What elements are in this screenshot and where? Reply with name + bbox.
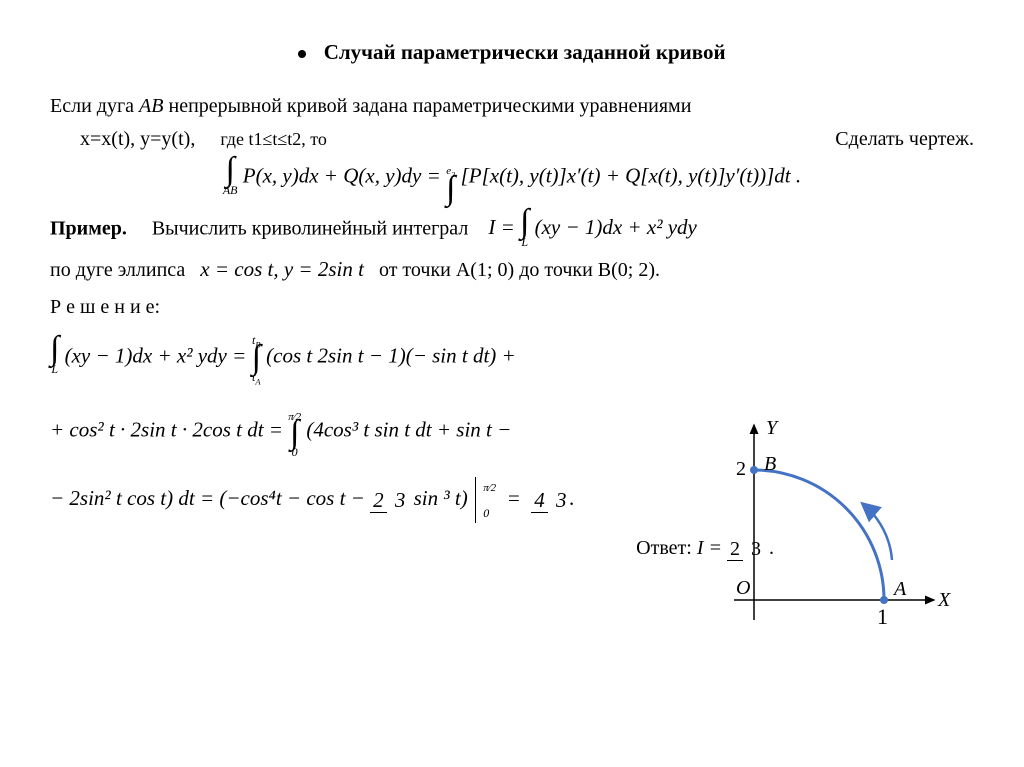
label-2: 2 bbox=[736, 458, 746, 480]
main-formula: ∫ AB P(x, y)dx + Q(x, y)dy = e2 ∫ [P[x(t… bbox=[50, 159, 974, 197]
integral-sub-L: L bbox=[521, 235, 528, 249]
title-text: Случай параметрически заданной кривой bbox=[324, 40, 726, 64]
ellipse-c: от точки A(1; 0) до точки B(0; 2). bbox=[379, 259, 660, 281]
param-eqs: x=x(t), y=y(t), bbox=[80, 128, 195, 150]
ellipse-arc bbox=[754, 470, 884, 600]
sol2-b: (4cos³ t sin t dt + sin t − bbox=[306, 418, 511, 442]
sol-line-1: ∫ L (xy − 1)dx + x² ydy = tB ∫ tA (cos t… bbox=[50, 329, 974, 386]
I-eq: I = bbox=[488, 215, 520, 239]
integrand-1: (xy − 1)dx + x² ydy bbox=[535, 215, 697, 239]
sol3-a: − 2sin² t cos t) dt = (−cos⁴t − cos t − bbox=[50, 486, 365, 510]
int4-sub-L: L bbox=[51, 362, 58, 376]
sol2-a: + cos² t · 2sin t · 2cos t dt = bbox=[50, 418, 283, 442]
point-A bbox=[880, 596, 888, 604]
frac-4-3: 4 3 bbox=[531, 489, 569, 511]
label-O: O bbox=[736, 577, 750, 599]
solution-label: Р е ш е н и е: bbox=[50, 294, 974, 321]
label-B: B bbox=[764, 453, 776, 475]
lim-tA-A: A bbox=[255, 377, 260, 386]
param-line: x=x(t), y=y(t), где t1≤t≤t2, то Сделать … bbox=[50, 126, 974, 153]
param-cond: где t1≤t≤t2, то bbox=[220, 129, 327, 149]
label-1: 1 bbox=[877, 604, 888, 629]
formula-right: [P[x(t), y(t)]x′(t) + Q[x(t), y(t)]y′(t)… bbox=[461, 164, 802, 188]
section-title: Случай параметрически заданной кривой bbox=[50, 40, 974, 65]
sol1-a: (xy − 1)dx + x² ydy = bbox=[65, 343, 247, 367]
frac-2-3: 2 3 bbox=[370, 489, 408, 511]
label-A: A bbox=[892, 578, 907, 600]
f2d: 3 bbox=[553, 488, 570, 512]
ellipse-eq: x = cos t, y = 2sin t bbox=[200, 257, 364, 281]
intro-ab: AB bbox=[139, 95, 163, 117]
f2n: 4 bbox=[531, 488, 548, 513]
answer-label: Ответ: bbox=[636, 537, 692, 559]
bullet-icon bbox=[298, 50, 306, 58]
formula-left: P(x, y)dx + Q(x, y)dy = bbox=[243, 164, 446, 188]
direction-arrow bbox=[864, 505, 892, 560]
f1n: 2 bbox=[370, 488, 387, 513]
ellipse-line: по дуге эллипса x = cos t, y = 2sin t от… bbox=[50, 255, 974, 284]
example-line: Пример. Вычислить криволинейный интеграл… bbox=[50, 211, 974, 249]
f1d: 3 bbox=[392, 488, 409, 512]
example-label: Пример. bbox=[50, 217, 127, 239]
draw-note: Сделать чертеж. bbox=[835, 126, 974, 153]
example-text: Вычислить криволинейный интеграл bbox=[152, 217, 469, 239]
integral-icon-2: ∫ bbox=[446, 170, 455, 207]
sol1-b: (cos t 2sin t − 1)(− sin t dt) + bbox=[266, 343, 516, 367]
label-Y: Y bbox=[766, 417, 779, 439]
label-X: X bbox=[937, 589, 951, 611]
sol3-b: sin ³ t) bbox=[414, 486, 468, 510]
intro-a: Если дуга bbox=[50, 95, 139, 117]
lim-0: 0 bbox=[292, 445, 298, 459]
ellipse-diagram: Y X O A B 1 2 bbox=[714, 420, 954, 660]
sol3-eq: = bbox=[507, 486, 521, 510]
point-B bbox=[750, 466, 758, 474]
solution-text: Р е ш е н и е: bbox=[50, 296, 160, 318]
eval-upper: π⁄2 bbox=[483, 483, 496, 495]
intro-line: Если дуга AB непрерывной кривой задана п… bbox=[50, 93, 974, 120]
intro-b: непрерывной кривой задана параметрически… bbox=[163, 95, 691, 117]
integral-sub-ab: AB bbox=[223, 183, 238, 197]
eval-lower: 0 bbox=[483, 506, 489, 520]
ellipse-a: по дуге эллипса bbox=[50, 259, 185, 281]
